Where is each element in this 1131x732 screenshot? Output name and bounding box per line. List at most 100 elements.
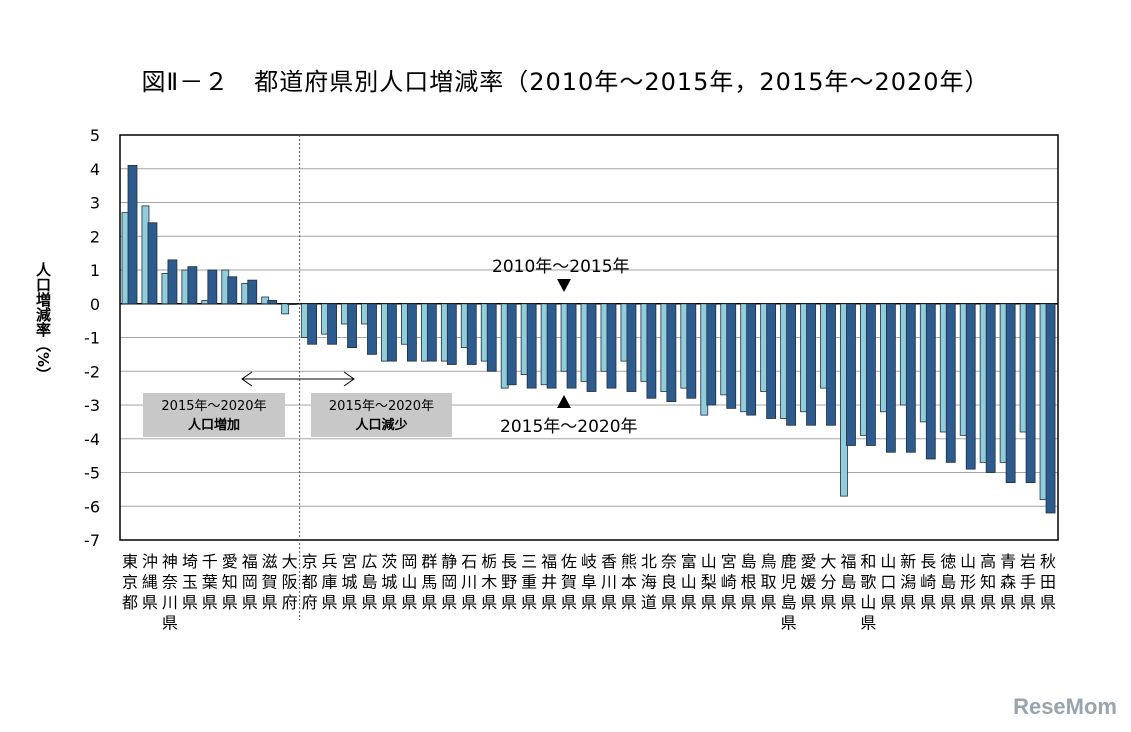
x-tick-label: 三重県 [521, 552, 537, 612]
bar-2015-2020 [486, 303, 497, 372]
bar-2015-2020 [726, 303, 737, 409]
bar-2015-2020 [187, 266, 198, 305]
bar-2015-2020 [247, 279, 258, 305]
bar-2015-2020 [925, 303, 936, 460]
x-tick-label: 鳥取県 [761, 552, 777, 612]
resemom-logo: ReseMom [1013, 694, 1117, 719]
bar-2015-2020 [526, 303, 537, 389]
y-tick-label: 1 [90, 261, 100, 280]
y-tick-label: -2 [84, 362, 100, 381]
bar-2015-2020 [1045, 303, 1056, 514]
y-tick-label: -4 [84, 430, 100, 449]
x-tick-label: 宮城県 [342, 552, 358, 612]
bar-2015-2020 [985, 303, 996, 473]
bar-2015-2020 [746, 303, 757, 416]
bar-2015-2020 [846, 303, 856, 446]
x-tick-label: 広島県 [361, 552, 377, 612]
x-tick-label: 千葉県 [202, 552, 218, 612]
decrease-box-label: 人口減少 [355, 418, 408, 433]
x-tick-label: 秋田県 [1040, 552, 1056, 612]
bar-2015-2020 [1025, 303, 1036, 484]
marker-top-label: 2010年～2015年 [492, 257, 630, 277]
x-tick-label: 山形県 [960, 552, 976, 612]
x-tick-label: 埼玉県 [182, 552, 198, 612]
x-tick-label: 福岡県 [242, 552, 258, 612]
bar-2010-2015 [281, 303, 290, 315]
x-tick-label: 大阪府 [282, 552, 298, 612]
y-tick-label: -1 [84, 329, 100, 348]
y-tick-label: 5 [90, 126, 100, 145]
arrowhead-icon [241, 371, 355, 387]
bar-2015-2020 [1005, 303, 1016, 484]
chart-title: 図Ⅱ－２ 都道府県別人口増減率（2010年～2015年，2015年～2020年） [141, 68, 990, 96]
bar-2015-2020 [546, 303, 557, 389]
bar-2015-2020 [965, 303, 976, 470]
x-tick-label: 群馬県 [421, 552, 437, 612]
x-tick-label: 熊本県 [621, 552, 637, 612]
x-tick-label: 山梨県 [701, 552, 717, 612]
x-tick-label: 徳島県 [940, 552, 956, 612]
x-tick-label: 栃木県 [481, 552, 497, 612]
bar-2015-2020 [905, 303, 916, 453]
x-tick-label: 香川県 [601, 552, 617, 612]
bar-2015-2020 [666, 303, 677, 403]
bar-2015-2020 [227, 276, 238, 305]
bar-2015-2020 [786, 303, 796, 426]
x-tick-label: 福井県 [541, 552, 557, 612]
y-tick-label: 0 [90, 295, 100, 314]
x-tick-label: 富山県 [681, 552, 697, 612]
x-tick-label: 滋賀県 [262, 552, 278, 612]
bar-2015-2020 [706, 303, 717, 406]
x-tick-label: 宮崎県 [721, 552, 737, 612]
bar-2015-2020 [606, 303, 617, 389]
y-tick-label: -6 [84, 497, 100, 516]
x-tick-label: 沖縄県 [142, 552, 158, 612]
increase-box: 2015年～2020年 人口増加 [143, 393, 285, 437]
bar-2015-2020 [506, 303, 517, 386]
x-tick-label: 石川県 [461, 552, 477, 612]
x-tick-label: 福島県 [840, 552, 856, 612]
increase-box-label: 人口増加 [187, 418, 240, 433]
bar-2015-2020 [287, 303, 298, 305]
bar-2015-2020 [367, 303, 377, 355]
y-tick-label: 3 [90, 194, 100, 213]
x-tick-label: 和歌山県 [860, 552, 876, 633]
x-tick-label: 岐阜県 [581, 552, 597, 612]
decrease-box: 2015年～2020年 人口減少 [311, 393, 452, 437]
bar-2015-2020 [127, 164, 138, 305]
x-tick-label: 青森県 [1000, 552, 1016, 612]
x-tick-label: 岩手県 [1020, 552, 1036, 612]
bar-2015-2020 [466, 303, 477, 365]
decrease-box-period: 2015年～2020年 [328, 399, 435, 414]
x-tick-label: 大分県 [820, 552, 836, 612]
bar-2015-2020 [686, 303, 697, 399]
x-tick-label: 神奈川県 [162, 552, 178, 633]
x-tick-label: 長崎県 [920, 552, 936, 612]
y-tick-label: 2 [90, 227, 100, 246]
bar-2015-2020 [307, 303, 318, 345]
bar-2015-2020 [267, 299, 278, 305]
x-tick-label: 島根県 [741, 552, 757, 612]
plot-frame [119, 134, 1059, 541]
x-tick-label: 東京都 [122, 552, 138, 612]
x-tick-label: 山口県 [880, 552, 896, 612]
bar-2015-2020 [167, 259, 178, 305]
x-tick-label: 佐賀県 [561, 552, 577, 612]
y-tick-label: -7 [84, 531, 100, 550]
down-triangle-icon [557, 279, 571, 292]
x-tick-label: 京都府 [302, 552, 318, 612]
bar-2015-2020 [207, 269, 218, 305]
up-triangle-icon [557, 395, 571, 408]
y-tick-label: -5 [84, 464, 100, 483]
x-tick-label: 新潟県 [900, 552, 916, 612]
bar-2015-2020 [806, 303, 816, 426]
bar-2015-2020 [387, 303, 397, 362]
bar-2015-2020 [426, 303, 437, 362]
bar-2015-2020 [147, 222, 158, 305]
bar-2015-2020 [945, 303, 956, 463]
bar-2015-2020 [866, 303, 876, 446]
x-tick-label: 高知県 [980, 552, 996, 612]
x-tick-label: 長野県 [501, 552, 517, 612]
y-tick-label: -3 [84, 396, 100, 415]
